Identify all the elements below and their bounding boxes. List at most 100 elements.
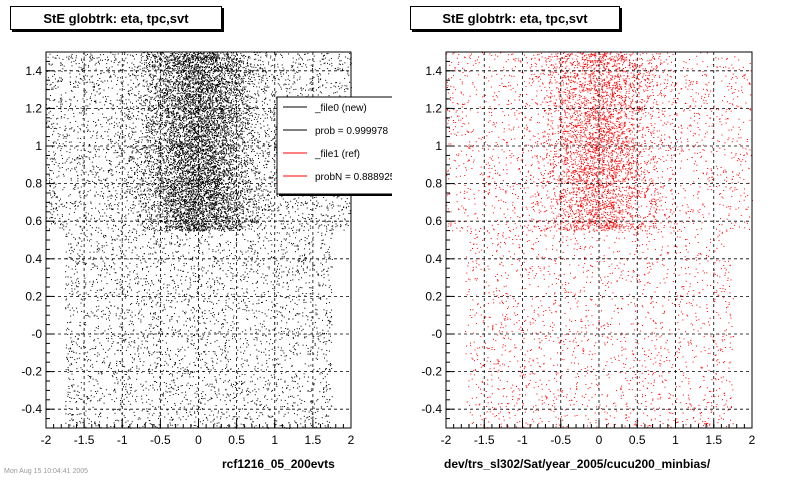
scatter-point xyxy=(179,102,181,103)
scatter-point xyxy=(144,62,146,64)
scatter-point xyxy=(180,169,182,171)
scatter-point xyxy=(169,67,171,68)
scatter-point xyxy=(211,91,213,93)
scatter-point xyxy=(257,69,259,71)
scatter-point xyxy=(186,110,187,112)
scatter-point xyxy=(149,105,151,107)
scatter-point xyxy=(191,185,193,187)
scatter-point xyxy=(220,213,222,215)
scatter-point xyxy=(230,131,232,133)
scatter-point xyxy=(242,226,244,228)
scatter-point xyxy=(227,201,229,203)
scatter-point xyxy=(199,213,201,215)
scatter-point xyxy=(227,179,229,181)
scatter-point xyxy=(175,140,177,142)
scatter-point xyxy=(169,134,171,136)
scatter-point xyxy=(195,173,197,175)
scatter-point xyxy=(234,156,236,158)
scatter-point xyxy=(179,116,180,118)
scatter-point xyxy=(154,86,155,87)
scatter-point xyxy=(170,185,172,187)
scatter-point xyxy=(198,139,200,140)
scatter-point xyxy=(194,147,196,149)
scatter-point xyxy=(131,93,133,94)
scatter-point xyxy=(218,57,220,59)
scatter-point xyxy=(179,122,181,124)
scatter-point xyxy=(202,164,204,166)
scatter-point xyxy=(200,210,202,212)
scatter-point xyxy=(191,149,193,151)
scatter-point xyxy=(243,157,245,159)
scatter-point xyxy=(238,89,240,91)
scatter-point xyxy=(203,52,205,54)
scatter-point xyxy=(218,229,220,231)
scatter-point xyxy=(187,102,189,104)
scatter-point xyxy=(234,55,236,57)
scatter-point xyxy=(189,179,191,181)
scatter-point xyxy=(221,183,223,185)
scatter-point xyxy=(156,168,158,170)
scatter-point xyxy=(223,110,225,112)
scatter-point xyxy=(232,124,234,126)
scatter-point xyxy=(258,147,260,149)
scatter-point xyxy=(248,105,250,107)
scatter-point xyxy=(232,164,234,165)
scatter-point xyxy=(135,143,137,144)
scatter-point xyxy=(189,134,191,136)
scatter-point xyxy=(257,94,259,96)
scatter-point xyxy=(156,110,158,112)
scatter-point xyxy=(227,219,229,221)
scatter-point xyxy=(164,151,165,153)
scatter-point xyxy=(203,58,204,60)
scatter-point xyxy=(243,201,245,203)
scatter-point xyxy=(223,147,225,149)
scatter-point xyxy=(205,183,207,185)
scatter-point xyxy=(184,97,186,99)
scatter-point xyxy=(224,106,226,108)
scatter-point xyxy=(175,99,177,101)
scatter-point xyxy=(190,139,192,141)
scatter-point xyxy=(213,206,215,208)
scatter-point xyxy=(242,141,244,143)
scatter-point xyxy=(141,53,143,55)
scatter-point xyxy=(204,142,206,144)
scatter-point xyxy=(222,105,224,107)
scatter-point xyxy=(170,134,172,136)
scatter-point xyxy=(158,165,160,167)
scatter-point xyxy=(221,117,223,119)
scatter-point xyxy=(158,173,160,175)
scatter-point xyxy=(194,215,196,217)
scatter-point xyxy=(233,100,235,102)
scatter-point xyxy=(211,63,213,65)
scatter-point xyxy=(213,68,214,70)
scatter-point xyxy=(220,88,222,90)
scatter-point xyxy=(222,121,224,123)
scatter-point xyxy=(253,59,255,61)
scatter-point xyxy=(236,150,238,152)
scatter-point xyxy=(177,107,179,109)
scatter-point xyxy=(206,162,208,164)
scatter-point xyxy=(163,135,165,137)
scatter-point xyxy=(228,111,230,113)
scatter-point xyxy=(203,101,205,103)
scatter-point xyxy=(181,70,183,72)
scatter-point xyxy=(189,111,190,112)
scatter-point xyxy=(184,115,186,117)
scatter-point xyxy=(156,131,158,133)
scatter-point xyxy=(172,110,174,112)
scatter-point xyxy=(151,214,153,215)
scatter-point xyxy=(242,103,244,105)
scatter-point xyxy=(227,188,228,190)
scatter-point xyxy=(190,148,192,150)
scatter-point xyxy=(180,227,182,228)
scatter-point xyxy=(255,94,257,96)
scatter-point xyxy=(188,201,190,203)
scatter-point xyxy=(247,141,249,143)
scatter-point xyxy=(163,88,165,89)
scatter-point xyxy=(178,177,180,179)
scatter-point xyxy=(213,115,215,117)
scatter-point xyxy=(158,222,159,224)
scatter-point xyxy=(133,167,135,168)
scatter-point xyxy=(192,189,194,191)
scatter-point xyxy=(247,56,249,58)
